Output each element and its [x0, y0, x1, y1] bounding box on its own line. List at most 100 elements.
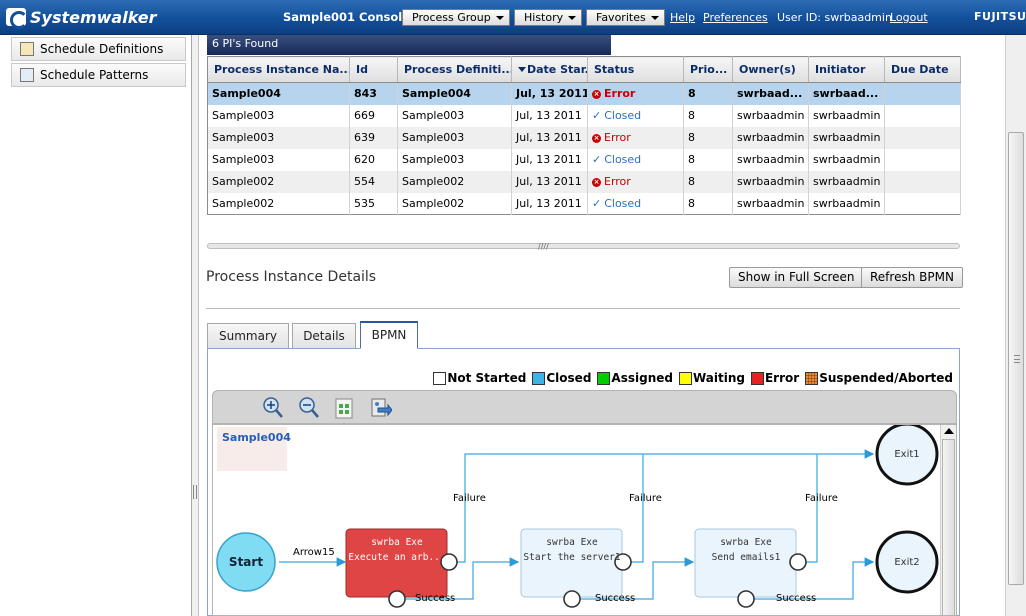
brand-logo: Systemwalker — [6, 7, 157, 29]
tab-bpmn[interactable]: BPMN — [360, 321, 418, 349]
refresh-bpmn-button[interactable]: Refresh BPMN — [861, 267, 963, 288]
legend-item: Suspended/Aborted — [805, 371, 953, 385]
arrow-task1-success — [403, 557, 520, 600]
start-event[interactable] — [216, 532, 276, 592]
table-row[interactable]: Sample003 620 Sample003 Jul, 13 2011 ✓ Closed… — [207, 148, 961, 171]
schedule-definitions-item[interactable]: Schedule Definitions — [11, 37, 186, 61]
systemwalker-logo-icon — [6, 8, 28, 29]
zoom-in-icon[interactable] — [261, 396, 285, 420]
export-icon[interactable] — [368, 396, 392, 420]
task3-success-port — [737, 590, 755, 608]
col-header-status[interactable]: Status — [587, 56, 684, 83]
legend-label: Closed — [546, 371, 592, 385]
task1-failure-port — [440, 553, 458, 571]
status-text: Closed — [604, 109, 642, 122]
legend-swatch — [433, 371, 447, 385]
legend-label: Assigned — [611, 371, 673, 385]
zoom-out-icon[interactable] — [297, 396, 321, 420]
results-count-bar: 6 PI's Found — [207, 35, 611, 55]
page-scrollbar[interactable] — [1005, 35, 1026, 616]
cell-definition: Sample002 — [397, 170, 512, 193]
preferences-link[interactable]: Preferences — [703, 11, 768, 24]
arrow-task3-failure — [804, 454, 818, 563]
cell-name: Sample003 — [207, 148, 350, 171]
col-header-id[interactable]: Id — [349, 56, 398, 83]
legend-swatch — [805, 371, 819, 385]
cell-priority: 8 — [683, 126, 733, 149]
arrow-task1-failure — [454, 449, 875, 563]
cell-status: ✓ Closed — [587, 104, 684, 127]
table-row[interactable]: Sample002 535 Sample002 Jul, 13 2011 ✓ Closed… — [207, 192, 961, 215]
show-full-screen-button[interactable]: Show in Full Screen — [729, 267, 864, 288]
cell-name: Sample004 — [207, 82, 350, 105]
canvas-scroll-thumb[interactable] — [942, 439, 955, 615]
bpmn-canvas[interactable]: Sample004 — [212, 424, 957, 616]
arrow-task2-success — [578, 557, 695, 600]
cell-date-started: Jul, 13 2011 — [511, 148, 588, 171]
col-header-initiator[interactable]: Initiator — [808, 56, 885, 83]
task3-failure-port — [789, 553, 807, 571]
cell-status: × Error — [587, 170, 684, 193]
table-row[interactable]: Sample002 554 Sample002 Jul, 13 2011 × Error 8… — [207, 170, 961, 193]
closed-check-icon: ✓ — [592, 196, 602, 210]
legend-label: Error — [764, 371, 800, 385]
exit1-event[interactable] — [875, 425, 939, 486]
table-row[interactable]: Sample003 669 Sample003 Jul, 13 2011 ✓ Closed… — [207, 104, 961, 127]
task2-header: swrba Exe — [546, 537, 598, 548]
status-text: Closed — [604, 153, 642, 166]
process-name-box: Sample004 — [217, 427, 291, 471]
cell-owners: swrbaadmin — [732, 148, 809, 171]
cell-id: 639 — [349, 126, 398, 149]
cell-date-started: Jul, 13 2011 — [511, 82, 588, 105]
cell-name: Sample003 — [207, 104, 350, 127]
cell-status: × Error — [587, 82, 684, 105]
legend-item: Not Started — [433, 371, 526, 385]
scroll-up-icon[interactable] — [944, 428, 954, 434]
schedule-definitions-label: Schedule Definitions — [40, 42, 164, 56]
cell-id: 843 — [349, 82, 398, 105]
bpmn-tab-panel: Not Started Closed Assigned Waiting Error Sus… — [207, 348, 960, 616]
cell-id: 535 — [349, 192, 398, 215]
col-header-date-started[interactable]: Date Star... — [511, 56, 588, 83]
logout-link[interactable]: Logout — [890, 11, 928, 24]
task2-failure-port — [614, 553, 632, 571]
favorites-menu[interactable]: Favorites — [586, 9, 665, 26]
vertical-splitter[interactable] — [192, 35, 199, 616]
col-header-date-started-label: Date Star... — [527, 63, 587, 76]
brand-name: Systemwalker — [30, 7, 157, 27]
horizontal-splitter[interactable]: //// — [207, 242, 960, 251]
success-label-2: Success — [595, 593, 635, 604]
exit2-event[interactable] — [875, 530, 939, 594]
success-label-1: Success — [415, 593, 455, 604]
cell-definition: Sample004 — [397, 82, 512, 105]
top-header-bar: Systemwalker Sample001 Console Process G… — [0, 0, 1026, 35]
canvas-scrollbar[interactable] — [940, 425, 956, 615]
table-row[interactable]: Sample003 639 Sample003 Jul, 13 2011 × Error 8… — [207, 126, 961, 149]
cell-priority: 8 — [683, 82, 733, 105]
process-group-menu[interactable]: Process Group — [402, 9, 510, 26]
cell-status: ✓ Closed — [587, 192, 684, 215]
legend-item: Assigned — [597, 371, 673, 385]
fit-to-page-icon[interactable] — [332, 396, 356, 420]
cell-priority: 8 — [683, 148, 733, 171]
cell-priority: 8 — [683, 104, 733, 127]
tab-summary[interactable]: Summary — [207, 323, 289, 349]
error-status-icon: × — [592, 90, 601, 100]
cell-name: Sample002 — [207, 170, 350, 193]
cell-due-date — [884, 192, 961, 215]
cell-initiator: swrbaadmin — [808, 148, 885, 171]
col-header-owners[interactable]: Owner(s) — [732, 56, 809, 83]
cell-id: 669 — [349, 104, 398, 127]
schedule-patterns-item[interactable]: Schedule Patterns — [11, 63, 186, 87]
col-header-priority[interactable]: Prio... — [683, 56, 733, 83]
page-scroll-thumb[interactable] — [1008, 132, 1024, 585]
help-link[interactable]: Help — [670, 11, 696, 24]
col-header-due-date[interactable]: Due Date — [884, 56, 961, 83]
failure-label-3: Failure — [805, 493, 838, 504]
col-header-name[interactable]: Process Instance Na... — [207, 56, 350, 83]
cell-date-started: Jul, 13 2011 — [511, 192, 588, 215]
tab-details[interactable]: Details — [292, 323, 356, 349]
col-header-definition[interactable]: Process Definiti... — [397, 56, 512, 83]
table-row[interactable]: Sample004 843 Sample004 Jul, 13 2011 × Error 8… — [207, 82, 961, 105]
history-menu[interactable]: History — [514, 9, 583, 26]
